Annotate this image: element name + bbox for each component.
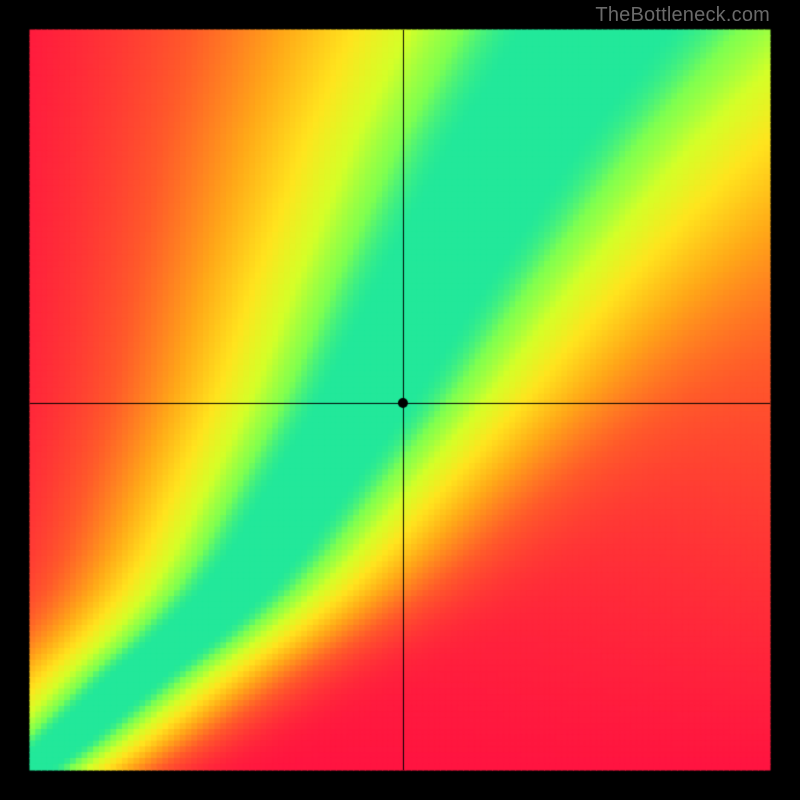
attribution-text: TheBottleneck.com	[595, 4, 770, 27]
chart-container: { "attribution": "TheBottleneck.com", "c…	[0, 0, 800, 800]
bottleneck-heatmap	[0, 0, 800, 800]
